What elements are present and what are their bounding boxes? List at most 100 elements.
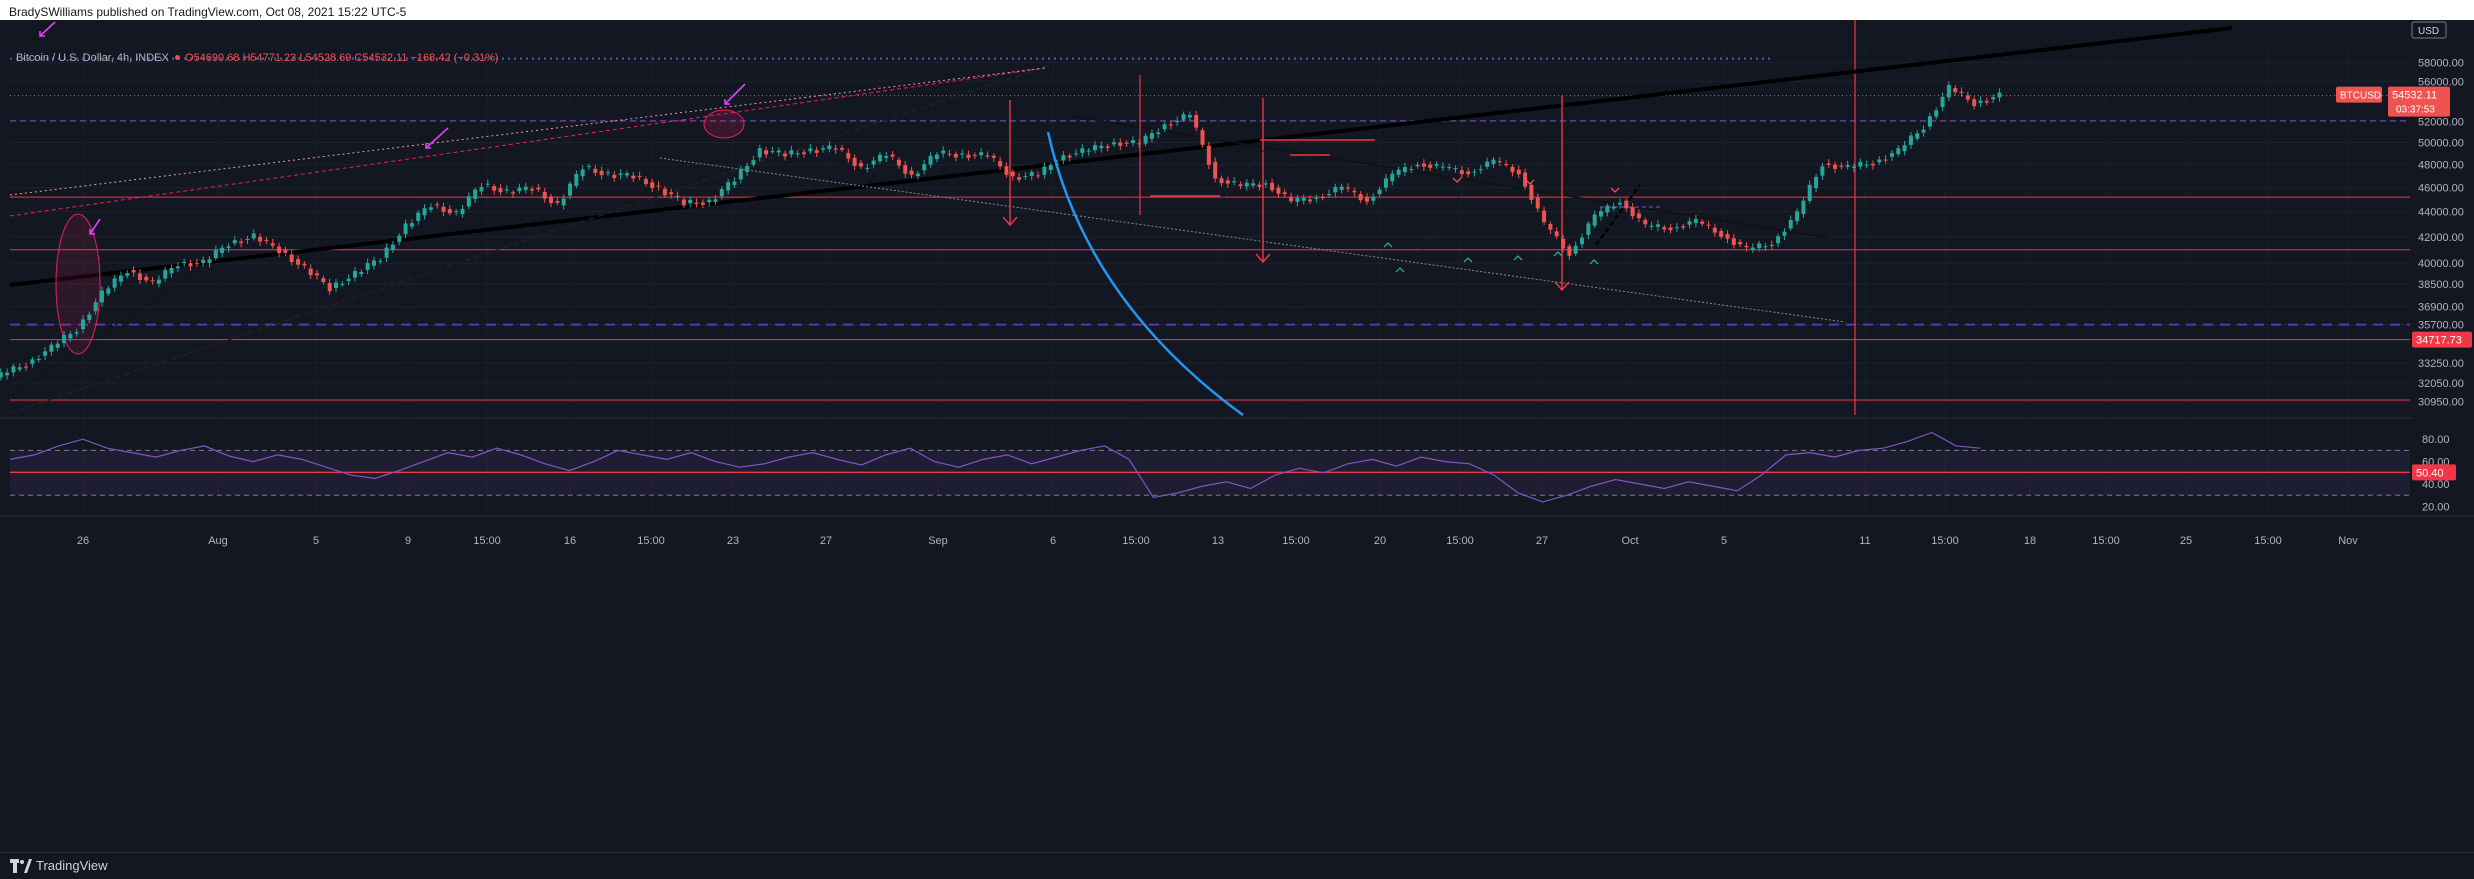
- time-tick-label: 15:00: [2092, 535, 2120, 547]
- candle-body: [1371, 196, 1376, 201]
- candle-body: [574, 174, 579, 186]
- candle-body: [903, 165, 908, 174]
- candle-body: [776, 150, 781, 153]
- candle-body: [1149, 133, 1154, 139]
- candle-body: [1852, 166, 1856, 168]
- candle-body: [1111, 142, 1116, 145]
- symbol-tag: [2336, 86, 2382, 103]
- candle-body: [1244, 182, 1249, 187]
- candle-body: [612, 174, 617, 178]
- legend-close: C54532.11: [354, 52, 408, 64]
- price-tick-label: 56000.00: [2418, 76, 2464, 88]
- candle-body: [1605, 205, 1610, 213]
- candle-body: [492, 186, 497, 191]
- time-tick-label: 15:00: [637, 535, 665, 547]
- candle-body: [5, 372, 10, 376]
- candle-body: [17, 367, 22, 370]
- candle-body: [1972, 99, 1977, 107]
- candle-body: [1289, 197, 1294, 202]
- candle-body: [536, 187, 541, 190]
- candle-body: [144, 276, 149, 281]
- candle-body: [1719, 230, 1724, 237]
- candle-body: [1396, 169, 1401, 175]
- candle-body: [783, 153, 788, 157]
- candle-body: [618, 173, 623, 176]
- price-tick-label: 38500.00: [2418, 279, 2464, 291]
- candle-body: [580, 169, 585, 177]
- candle-body: [1213, 161, 1218, 179]
- currency-label: USD: [2418, 26, 2439, 37]
- candle-body: [713, 199, 718, 202]
- candle-body: [1984, 101, 1989, 103]
- candle-body: [49, 344, 54, 352]
- candle-body: [1055, 163, 1060, 166]
- chart-svg[interactable]: 58000.00 56000.00 52000.00 50000.00 48000.00…: [0, 20, 2474, 852]
- candle-body: [1339, 186, 1344, 190]
- legend-symbol: Bitcoin / U.S. Dollar, 4h, INDEX: [16, 52, 169, 64]
- candle-body: [922, 164, 927, 171]
- time-tick-label: 15:00: [1931, 535, 1959, 547]
- price-tick-label: 44000.00: [2418, 207, 2464, 219]
- candle-body: [1238, 184, 1243, 187]
- annotation-arrow: [425, 127, 449, 149]
- candle-body: [1554, 231, 1559, 237]
- candle-body: [1744, 245, 1749, 248]
- candle-body: [947, 153, 952, 155]
- candle-body: [1048, 164, 1053, 170]
- candle-body: [194, 263, 199, 265]
- candle-body: [118, 275, 123, 282]
- candle-body: [1308, 199, 1313, 202]
- candle-body: [972, 154, 977, 156]
- candle-body: [998, 160, 1003, 167]
- candle-body: [346, 278, 351, 281]
- publisher-caption: BradySWilliams published on TradingView.…: [9, 5, 407, 19]
- market-status-icon: [174, 55, 180, 60]
- candle-body: [1010, 171, 1015, 177]
- chart-area[interactable]: 58000.00 56000.00 52000.00 50000.00 48000.00…: [0, 20, 2474, 852]
- candle-body: [593, 168, 598, 173]
- candle-body: [270, 243, 275, 246]
- candle-body: [1485, 161, 1490, 167]
- dotted-support-line: [11, 241, 239, 396]
- time-axis[interactable]: 26 Aug 5 9 15:00 16 15:00 23 27 Sep 6 15:00 13 15:00 2…: [0, 515, 2474, 547]
- candle-body: [258, 236, 263, 242]
- pink-channel-lower: [9, 67, 1046, 196]
- candle-body: [163, 270, 168, 279]
- candle-body: [953, 153, 958, 158]
- candle-body: [1599, 211, 1603, 217]
- candle-body: [1314, 197, 1319, 199]
- candle-body: [1826, 163, 1831, 165]
- rsi-tick-label: 40.00: [2422, 479, 2450, 491]
- candle-body: [1093, 145, 1097, 151]
- candle-body: [871, 160, 876, 165]
- candle-body: [549, 196, 554, 204]
- candle-body: [1143, 135, 1148, 144]
- candle-body: [289, 254, 294, 263]
- candle-body: [795, 153, 800, 155]
- candle-body: [1409, 169, 1414, 171]
- candle-body: [1567, 246, 1572, 256]
- pivot-arrow-up: [1463, 257, 1473, 263]
- pivot-arrow-up: [1553, 251, 1563, 257]
- candle-body: [1864, 164, 1869, 166]
- candle-body: [1453, 168, 1458, 170]
- candle-body: [865, 167, 870, 169]
- candle-body: [1662, 227, 1667, 230]
- candle-body: [1782, 231, 1787, 236]
- dashed-diagonal-line: [9, 64, 1051, 414]
- candle-body: [30, 359, 35, 364]
- candle-body: [11, 366, 16, 373]
- candle-body: [1377, 189, 1382, 195]
- candle-body: [55, 343, 60, 348]
- price-tick-label: 46000.00: [2418, 183, 2464, 195]
- candle-body: [764, 150, 769, 155]
- time-tick-label: 15:00: [1282, 535, 1310, 547]
- time-tick-label: 6: [1050, 535, 1056, 547]
- level-price-label: 34717.73: [2416, 335, 2462, 347]
- last-price-tag: [2388, 86, 2450, 117]
- candle-body: [1807, 184, 1812, 201]
- price-axis[interactable]: 58000.00 56000.00 52000.00 50000.00 48000.00…: [2336, 20, 2474, 852]
- price-tick-label: 50000.00: [2418, 138, 2464, 150]
- price-tick-label: 32050.00: [2418, 378, 2464, 390]
- candle-body: [1200, 130, 1205, 145]
